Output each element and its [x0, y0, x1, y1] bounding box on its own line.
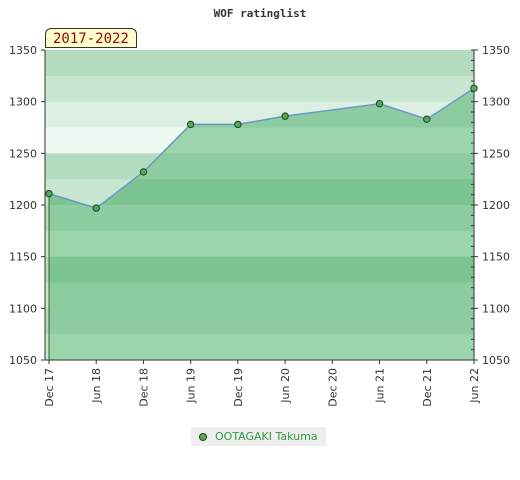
- data-marks: [45, 84, 478, 360]
- y-tick-label-right: 1300: [482, 96, 510, 109]
- x-tick-label: Dec 18: [137, 368, 150, 407]
- data-point: [92, 204, 100, 212]
- axes: 1050 1050 1100 1100 1150 1150 1200 1200 1250 1250…: [9, 44, 510, 407]
- y-tick-label-left: 1100: [9, 302, 37, 315]
- data-point: [470, 84, 478, 92]
- y-tick-label-left: 1300: [9, 96, 37, 109]
- x-tick-label: Dec 21: [421, 368, 434, 407]
- legend-marker-icon: [199, 432, 207, 441]
- period-badge: 2017-2022: [45, 28, 137, 48]
- data-point: [45, 189, 53, 198]
- data-point: [186, 120, 195, 129]
- x-tick-label: Jun 20: [279, 368, 292, 404]
- x-tick-label: Jun 18: [90, 368, 103, 404]
- x-tick-label: Jun 22: [468, 368, 481, 404]
- y-tick-label-right: 1350: [482, 44, 510, 57]
- data-point: [234, 120, 242, 129]
- y-tick-label-right: 1050: [482, 354, 510, 367]
- data-point: [375, 100, 384, 108]
- x-tick-label: Dec 20: [326, 368, 339, 407]
- background-band: [45, 50, 474, 77]
- legend-label: OOTAGAKI Takuma: [215, 430, 318, 443]
- y-tick-label-right: 1150: [482, 251, 510, 264]
- y-tick-label-right: 1250: [482, 147, 510, 160]
- background-band: [45, 75, 474, 103]
- x-tick-label: Jun 19: [185, 368, 198, 404]
- chart-title: WOF ratinglist: [214, 7, 307, 20]
- y-tick-label-right: 1200: [482, 199, 510, 212]
- y-tick-label-left: 1350: [9, 44, 37, 57]
- data-point: [139, 168, 148, 176]
- y-tick-label-right: 1100: [482, 302, 510, 315]
- x-tick-label: Dec 19: [232, 368, 245, 407]
- data-point: [423, 115, 431, 123]
- x-tick-label: Jun 21: [374, 368, 387, 404]
- y-tick-label-left: 1150: [9, 251, 37, 264]
- data-point: [281, 112, 289, 120]
- legend[interactable]: OOTAGAKI Takuma: [191, 427, 326, 446]
- y-tick-label-left: 1200: [9, 199, 37, 212]
- x-tick-label: Dec 17: [43, 368, 56, 407]
- y-tick-label-left: 1250: [9, 147, 37, 160]
- y-tick-label-left: 1050: [9, 354, 37, 367]
